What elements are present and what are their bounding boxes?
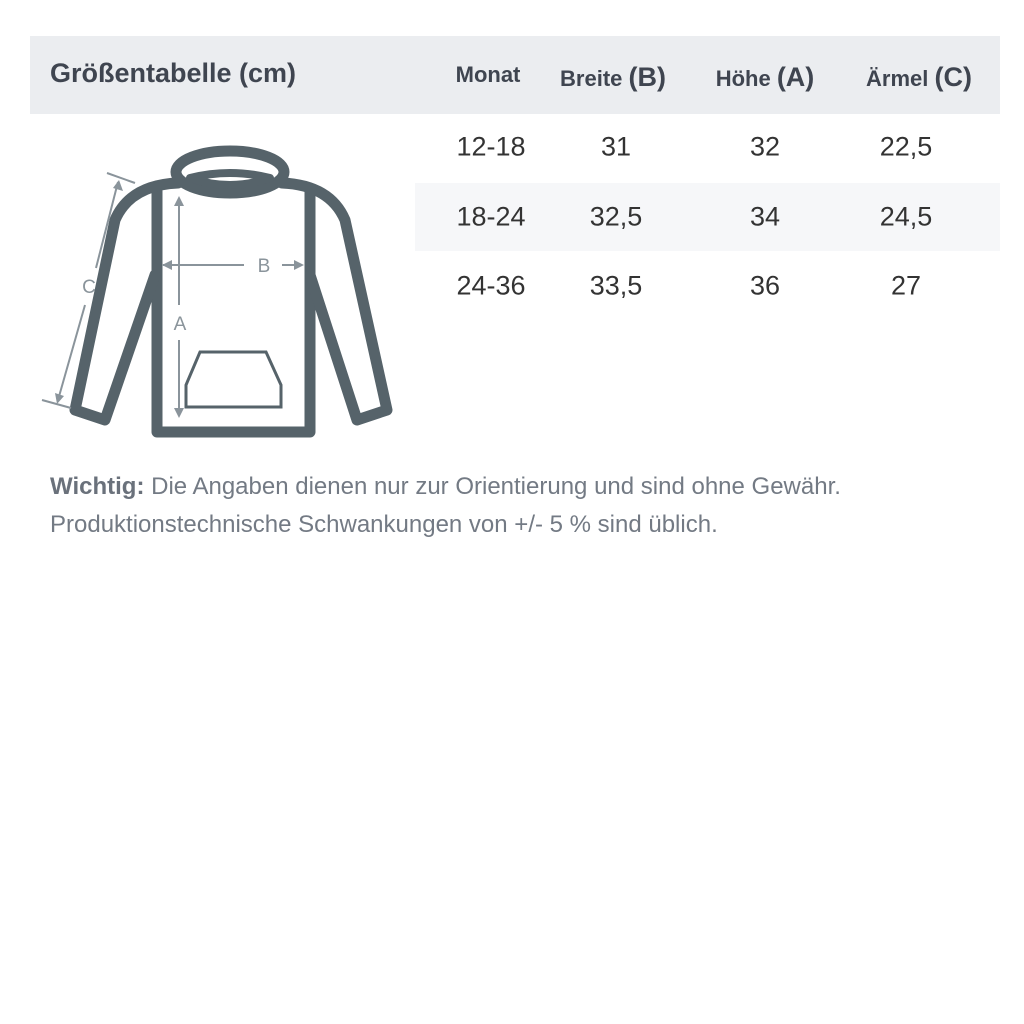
table-cell: 27 [890,270,922,301]
page-title: Größentabelle (cm) [50,58,297,88]
column-header-monat: Monat [455,62,521,87]
table-cell: 31 [600,131,632,162]
hoodie-right-sleeve [276,177,393,426]
hoodie-body [151,184,316,438]
row-stripe [415,183,1000,251]
hoodie-pocket [184,350,283,409]
hoodie-hood [170,145,290,199]
hoodie-hood-inner [186,169,274,189]
table-cell: 22,5 [879,131,933,162]
table-cell: 24,5 [879,201,933,232]
label-a: A [174,314,187,335]
hoodie-left-sleeve [69,177,184,426]
measure-c-line [95,181,119,269]
table-cell: 18-24 [456,201,526,232]
table-cell: 33,5 [589,270,643,301]
table-cell: 24-36 [456,270,526,301]
table-cell: 12-18 [456,131,526,162]
label-c: C [82,277,96,298]
label-b: B [258,256,271,277]
table-header-bar [30,36,1000,114]
table-cell: 34 [749,201,781,232]
column-header-aermel: Ärmel (C) [866,62,972,92]
column-header-hoehe: Höhe (A) [715,62,815,92]
table-cell: 32 [749,131,781,162]
column-header-breite: Breite (B) [560,62,666,92]
disclaimer-note: Wichtig: Die Angaben dienen nur zur Orie… [50,473,841,538]
table-cell: 36 [749,270,781,301]
hoodie-diagram: A B C [41,145,393,438]
table-cell: 32,5 [589,201,643,232]
